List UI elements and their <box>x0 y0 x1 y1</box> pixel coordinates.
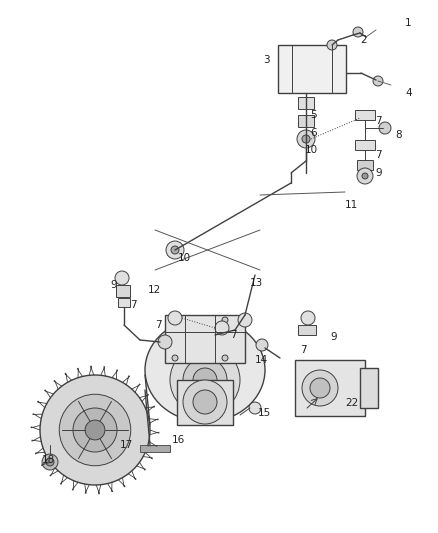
Circle shape <box>379 122 391 134</box>
Bar <box>165 315 245 363</box>
Text: 10: 10 <box>305 145 318 155</box>
Bar <box>116 285 130 297</box>
Bar <box>298 325 316 335</box>
Circle shape <box>172 317 178 323</box>
Text: 11: 11 <box>345 200 358 210</box>
Text: 16: 16 <box>172 435 185 445</box>
Text: 5: 5 <box>310 110 317 120</box>
Bar <box>298 97 314 109</box>
Circle shape <box>222 317 228 323</box>
Circle shape <box>193 390 217 414</box>
Bar <box>355 140 375 150</box>
Circle shape <box>357 168 373 184</box>
Text: 13: 13 <box>250 278 263 288</box>
Circle shape <box>373 76 383 86</box>
Circle shape <box>166 241 184 259</box>
Text: 2: 2 <box>360 35 367 45</box>
Text: 7: 7 <box>130 300 137 310</box>
Text: 8: 8 <box>395 130 402 140</box>
Circle shape <box>302 135 310 143</box>
Text: 7: 7 <box>300 345 307 355</box>
Bar <box>298 115 314 127</box>
Circle shape <box>238 313 252 327</box>
Circle shape <box>115 271 129 285</box>
Text: 1: 1 <box>405 18 412 28</box>
Circle shape <box>172 355 178 361</box>
Text: 14: 14 <box>255 355 268 365</box>
Bar <box>278 45 346 93</box>
Text: 15: 15 <box>258 408 271 418</box>
Circle shape <box>193 368 217 392</box>
Circle shape <box>42 454 58 470</box>
Circle shape <box>171 246 179 254</box>
Circle shape <box>183 380 227 424</box>
Bar <box>177 380 233 425</box>
Text: 10: 10 <box>178 253 191 263</box>
Circle shape <box>301 311 315 325</box>
Text: 3: 3 <box>263 55 270 65</box>
Circle shape <box>353 27 363 37</box>
Text: 12: 12 <box>148 285 161 295</box>
Text: 7: 7 <box>155 320 162 330</box>
Text: 7: 7 <box>375 116 381 126</box>
Circle shape <box>297 130 315 148</box>
Circle shape <box>327 40 337 50</box>
Circle shape <box>170 345 240 415</box>
Circle shape <box>183 358 227 402</box>
Bar <box>295 360 365 416</box>
Text: 4: 4 <box>405 88 412 98</box>
Circle shape <box>73 408 117 452</box>
Circle shape <box>256 339 268 351</box>
Circle shape <box>222 355 228 361</box>
Circle shape <box>40 375 150 485</box>
Text: 17: 17 <box>120 440 133 450</box>
Circle shape <box>158 335 172 349</box>
Text: 22: 22 <box>345 398 358 408</box>
Text: 9: 9 <box>375 168 381 178</box>
Bar <box>118 298 130 307</box>
Circle shape <box>85 420 105 440</box>
Text: 7: 7 <box>375 150 381 160</box>
Circle shape <box>59 394 131 466</box>
Bar <box>357 160 373 170</box>
Ellipse shape <box>145 318 265 422</box>
Circle shape <box>362 173 368 179</box>
Text: 7: 7 <box>230 330 237 340</box>
Text: 9: 9 <box>110 280 117 290</box>
Circle shape <box>46 458 54 466</box>
Text: 6: 6 <box>310 128 317 138</box>
Bar <box>355 110 375 120</box>
Circle shape <box>168 311 182 325</box>
Circle shape <box>215 321 229 335</box>
Circle shape <box>302 370 338 406</box>
Text: 18: 18 <box>42 455 55 465</box>
Bar <box>140 445 170 452</box>
Bar <box>360 368 378 408</box>
Text: 9: 9 <box>330 332 337 342</box>
Circle shape <box>310 378 330 398</box>
Circle shape <box>249 402 261 414</box>
